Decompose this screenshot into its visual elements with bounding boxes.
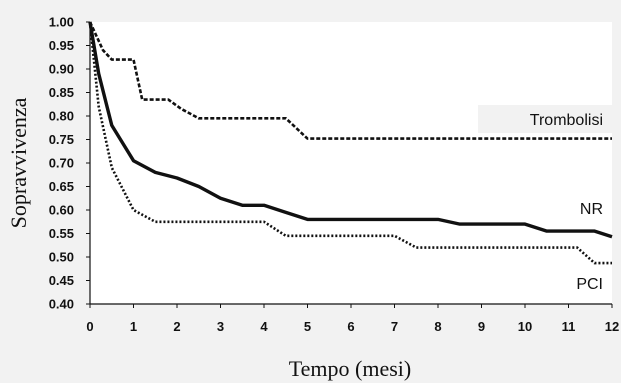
x-tick-label: 4 bbox=[260, 319, 268, 334]
x-tick-label: 1 bbox=[130, 319, 137, 334]
x-tick-label: 11 bbox=[562, 319, 576, 334]
x-tick-label: 12 bbox=[605, 319, 619, 334]
y-axis-title: Sopravvivenza bbox=[6, 97, 31, 228]
y-tick-label: 1.00 bbox=[49, 15, 74, 30]
x-tick-label: 3 bbox=[217, 319, 224, 334]
x-axis-ticks: 0 1 2 3 4 5 6 7 8 9 10 11 12 bbox=[86, 304, 619, 334]
series-labels: Trombolisi NR PCI bbox=[478, 105, 618, 293]
y-tick-label: 0.65 bbox=[49, 179, 74, 194]
y-tick-label: 0.90 bbox=[49, 62, 74, 77]
series-label-trombolisi: Trombolisi bbox=[530, 112, 603, 129]
x-tick-label: 8 bbox=[434, 319, 441, 334]
series-lines bbox=[88, 21, 613, 265]
x-tick-label: 6 bbox=[347, 319, 354, 334]
y-tick-label: 0.85 bbox=[49, 85, 74, 100]
y-axis-ticks: 0.40 0.45 0.50 0.55 0.60 0.65 0.70 0.75 0.80 0.85… bbox=[49, 15, 90, 312]
x-tick-label: 7 bbox=[391, 319, 398, 334]
x-tick-label: 9 bbox=[478, 319, 485, 334]
y-tick-label: 0.75 bbox=[49, 132, 74, 147]
x-tick-label: 10 bbox=[518, 319, 532, 334]
series-label-nr: NR bbox=[580, 201, 603, 218]
y-tick-label: 0.40 bbox=[49, 297, 74, 312]
y-tick-label: 0.80 bbox=[49, 109, 74, 124]
y-tick-label: 0.70 bbox=[49, 156, 74, 171]
series-line-nr bbox=[88, 21, 613, 239]
x-tick-label: 2 bbox=[173, 319, 180, 334]
series-label-pci: PCI bbox=[576, 276, 603, 293]
series-line-trombolisi bbox=[88, 21, 612, 140]
y-tick-label: 0.50 bbox=[49, 250, 74, 265]
y-tick-label: 0.55 bbox=[49, 226, 74, 241]
plot-area bbox=[89, 22, 612, 305]
x-axis-title: Tempo (mesi) bbox=[289, 356, 411, 381]
y-tick-label: 0.60 bbox=[49, 203, 74, 218]
x-tick-label: 0 bbox=[86, 319, 93, 334]
x-tick-label: 5 bbox=[304, 319, 311, 334]
series-line-pci bbox=[88, 21, 612, 265]
series-label-background bbox=[478, 105, 618, 133]
plot-background bbox=[90, 22, 612, 304]
y-tick-label: 0.45 bbox=[49, 273, 74, 288]
y-tick-label: 0.95 bbox=[49, 38, 74, 53]
